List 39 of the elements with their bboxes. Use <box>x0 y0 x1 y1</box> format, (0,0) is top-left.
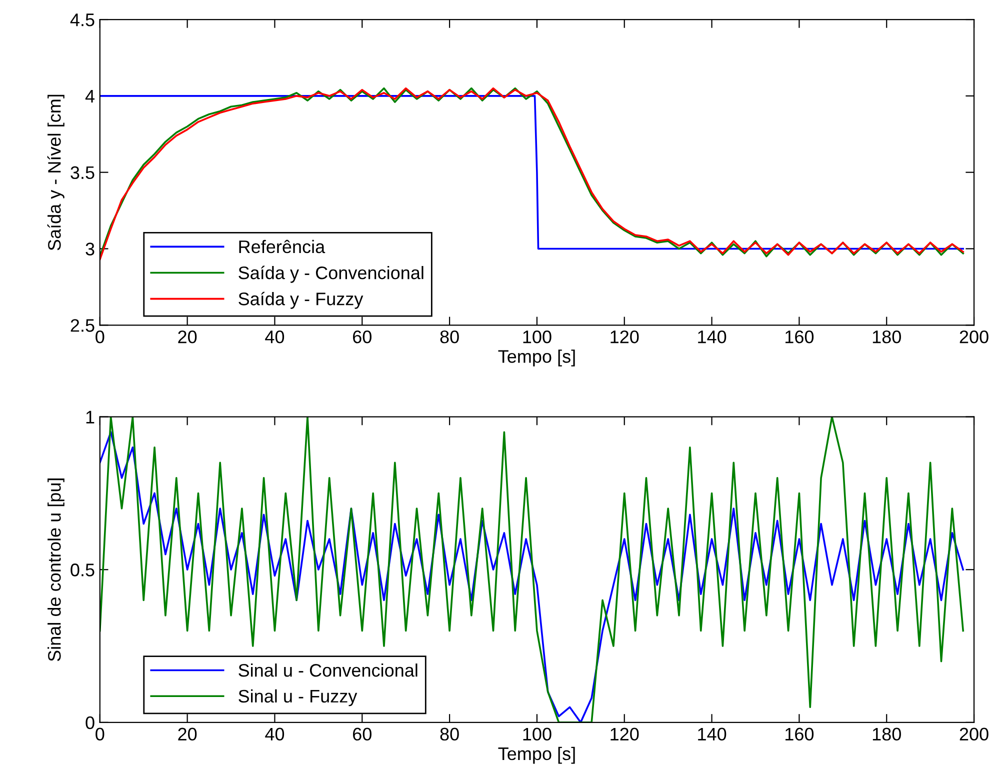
x-tick-label: 0 <box>96 330 104 344</box>
y-tick-label: 4 <box>85 90 95 102</box>
legend-label: Sinal u - Convencional <box>238 663 418 677</box>
y-tick-label: 0 <box>86 716 94 730</box>
x-tick-label: 100 <box>523 330 552 344</box>
y-tick-label: 2.5 <box>70 319 94 332</box>
legend-label: Saída y - Fuzzy <box>238 292 364 309</box>
legend-label: Sinal u - Fuzzy <box>238 689 358 706</box>
y-tick-label: 3.5 <box>70 166 94 180</box>
y-tick-label: 1 <box>86 410 94 424</box>
x-tick-label: 20 <box>178 330 197 344</box>
y-tick-label: 4.5 <box>70 14 94 26</box>
y-axis-title: Saída y - Nível [cm] <box>47 94 64 250</box>
x-tick-label: 100 <box>523 728 552 741</box>
y-tick-label: 3 <box>86 242 94 256</box>
x-tick-label: 160 <box>786 728 814 741</box>
x-tick-label: 20 <box>178 728 197 741</box>
x-axis-title: Tempo [s] <box>498 746 575 764</box>
x-tick-label: 180 <box>872 330 901 344</box>
x-tick-label: 60 <box>353 330 372 344</box>
x-tick-label: 60 <box>353 728 372 741</box>
x-tick-label: 80 <box>440 728 459 741</box>
x-tick-label: 40 <box>265 728 284 741</box>
x-tick-label: 80 <box>440 330 459 344</box>
x-tick-label: 120 <box>610 728 639 741</box>
y-tick-label: 0.5 <box>70 564 94 576</box>
x-tick-label: 140 <box>698 330 726 344</box>
x-tick-label: 200 <box>960 330 988 344</box>
x-tick-label: 40 <box>265 330 284 344</box>
x-axis-title: Tempo [s] <box>498 350 575 366</box>
x-tick-label: 120 <box>610 330 639 344</box>
x-tick-label: 0 <box>96 728 104 741</box>
x-tick-label: 140 <box>698 728 726 741</box>
x-tick-label: 180 <box>872 728 901 741</box>
x-tick-label: 160 <box>786 330 814 344</box>
x-tick-label: 200 <box>960 728 988 741</box>
legend-label: Saída y - Convencional <box>238 266 424 283</box>
legend-label: Referência <box>239 240 326 254</box>
y-axis-title: Sinal de controle u [pu] <box>48 478 64 662</box>
